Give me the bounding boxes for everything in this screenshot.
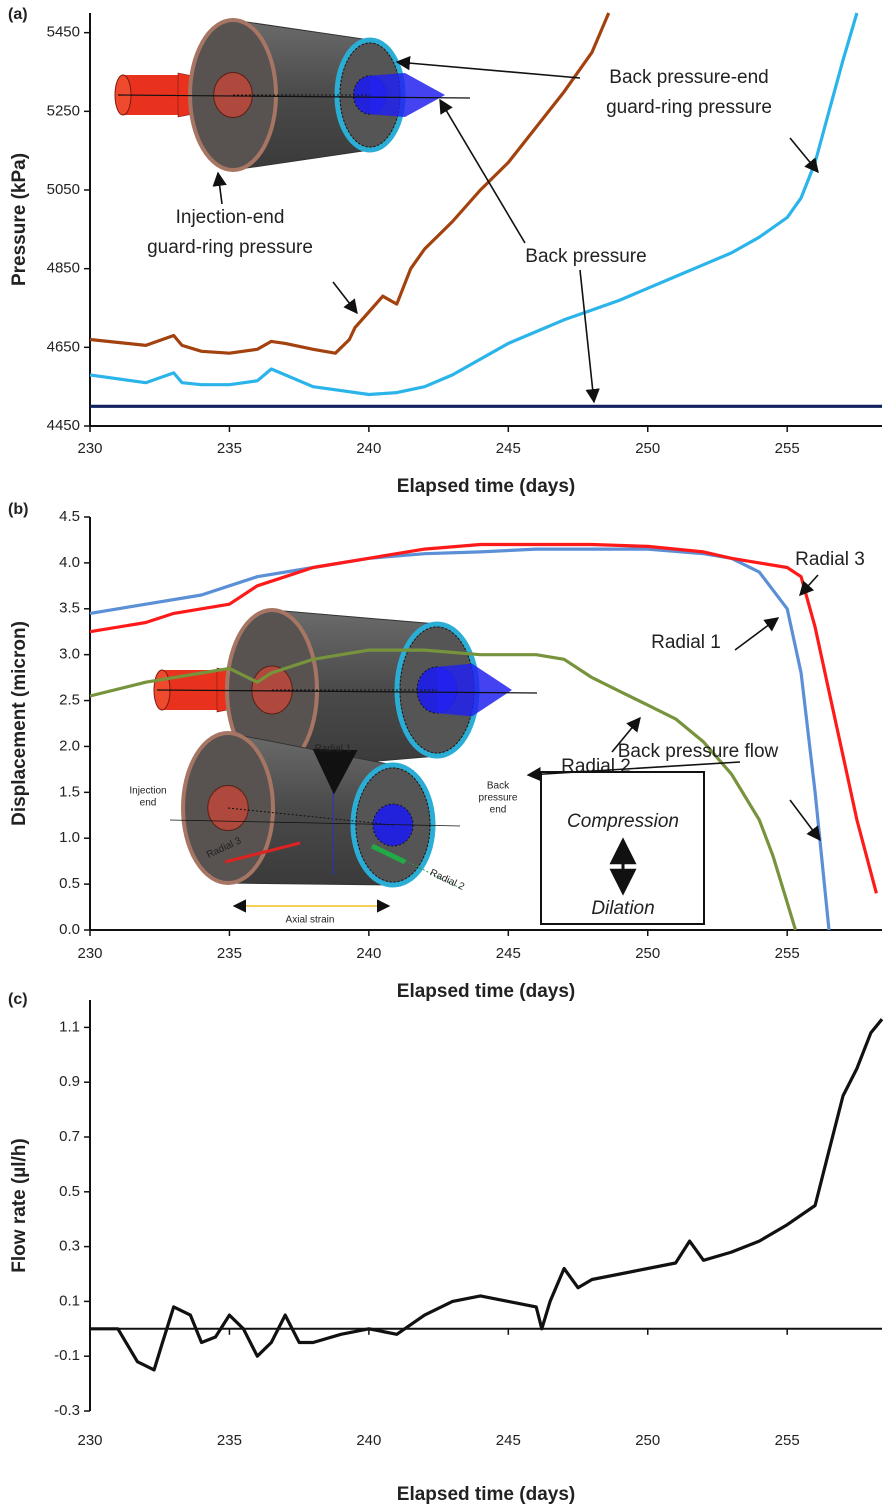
y-tick-label: 3.5 [59,600,80,617]
y-tick-label: 4850 [47,260,80,277]
series-annotation: Injection-end [176,207,285,228]
x-tick-label: 250 [635,945,660,962]
y-axis-title: Pressure (kPa) [9,153,30,286]
panel-label: (c) [8,991,28,1008]
y-tick-label: 5250 [47,102,80,119]
panel-label: (b) [8,501,28,518]
axis-line [156,689,538,694]
data-line [89,547,831,931]
y-tick-label: 1.5 [59,783,80,800]
y-tick-label: 1.0 [59,829,80,846]
annotation-arrow [789,799,821,842]
y-tick-label: 4650 [47,338,80,355]
series-annotation: Radial 1 [651,632,721,653]
series-annotation: Radial 3 [795,549,865,570]
x-tick-label: 235 [217,1432,242,1449]
y-tick-label: 5450 [47,24,80,41]
y-axis-title: Flow rate (µl/h) [9,1138,30,1272]
x-axis-title: Elapsed time (days) [397,981,575,1002]
annotation-arrow [439,98,526,244]
radial1-arrow [312,748,358,795]
x-axis-title: Elapsed time (days) [397,476,575,497]
radial3-line [224,841,301,864]
y-tick-label: 5050 [47,181,80,198]
annotation-arrow [579,269,600,404]
y-tick-label: 2.0 [59,737,80,754]
data-line [89,648,798,931]
y-tick-label: 4.0 [59,554,80,571]
x-tick-label: 240 [356,440,381,457]
y-tick-label: 0.9 [59,1073,80,1090]
data-line [89,12,611,355]
annotation-arrow [212,171,227,205]
y-tick-label: 0.1 [59,1292,80,1309]
series-annotation: guard-ring pressure [606,97,772,118]
x-tick-label: 235 [217,440,242,457]
x-tick-label: 255 [775,1432,800,1449]
y-tick-label: 0.3 [59,1238,80,1255]
annotation-arrow [332,281,358,315]
x-tick-label: 250 [635,1432,660,1449]
inset-label: Back [487,781,510,792]
specimen-illustration [114,18,471,172]
back-cone [437,663,512,717]
inset-label: Radial 1 [315,744,352,755]
y-tick-label: 0.0 [59,921,80,938]
axis-line [117,94,471,99]
y-tick-label: -0.3 [54,1402,80,1419]
radial2-line [379,847,461,889]
data-line [90,1018,884,1372]
annotation-arrow [526,761,741,782]
x-tick-label: 230 [77,440,102,457]
x-tick-label: 230 [77,1432,102,1449]
inset-label: Radial 2 [428,867,466,893]
y-tick-label: 0.7 [59,1128,80,1145]
y-tick-label: -0.1 [54,1347,80,1364]
series-annotation: Back pressure [525,246,646,267]
y-tick-label: 3.0 [59,646,80,663]
x-tick-label: 235 [217,945,242,962]
y-tick-label: 0.5 [59,875,80,892]
inset-label: Injection [129,786,166,797]
x-tick-label: 245 [496,440,521,457]
back-cone [370,73,445,117]
inset-label: pressure [479,793,518,804]
inset-label: Axial strain [286,915,335,926]
x-tick-label: 255 [775,945,800,962]
y-tick-label: 2.5 [59,692,80,709]
inset-label: end [140,798,157,809]
radial2-arrow [370,843,407,865]
y-tick-label: 4.5 [59,508,80,525]
y-axis-title: Displacement (micron) [9,621,30,826]
data-line [89,542,878,894]
x-tick-label: 240 [356,945,381,962]
inj-axis [169,819,461,827]
annotation-arrow [789,137,819,174]
annotation-arrow [799,574,819,597]
specimen-illustration [181,731,436,888]
series-annotation: Back pressure-end [609,67,768,88]
x-tick-label: 250 [635,440,660,457]
series-annotation: guard-ring pressure [147,237,313,258]
annotation-arrow [611,716,641,753]
x-tick-label: 245 [496,945,521,962]
inset-label: end [490,805,507,816]
x-tick-label: 240 [356,1432,381,1449]
x-axis-title: Elapsed time (days) [397,1484,575,1505]
x-tick-label: 255 [775,440,800,457]
annotation-arrow [395,55,581,79]
data-line [89,12,859,397]
panel-label: (a) [8,6,28,23]
series-annotation: Back pressure flow [618,741,779,762]
box-label: Compression [567,811,679,832]
y-tick-label: 4450 [47,417,80,434]
x-tick-label: 245 [496,1432,521,1449]
annotation-arrow [734,617,780,651]
y-tick-label: 1.1 [59,1018,80,1035]
box-label: Dilation [591,898,654,919]
y-tick-label: 0.5 [59,1183,80,1200]
x-tick-label: 230 [77,945,102,962]
